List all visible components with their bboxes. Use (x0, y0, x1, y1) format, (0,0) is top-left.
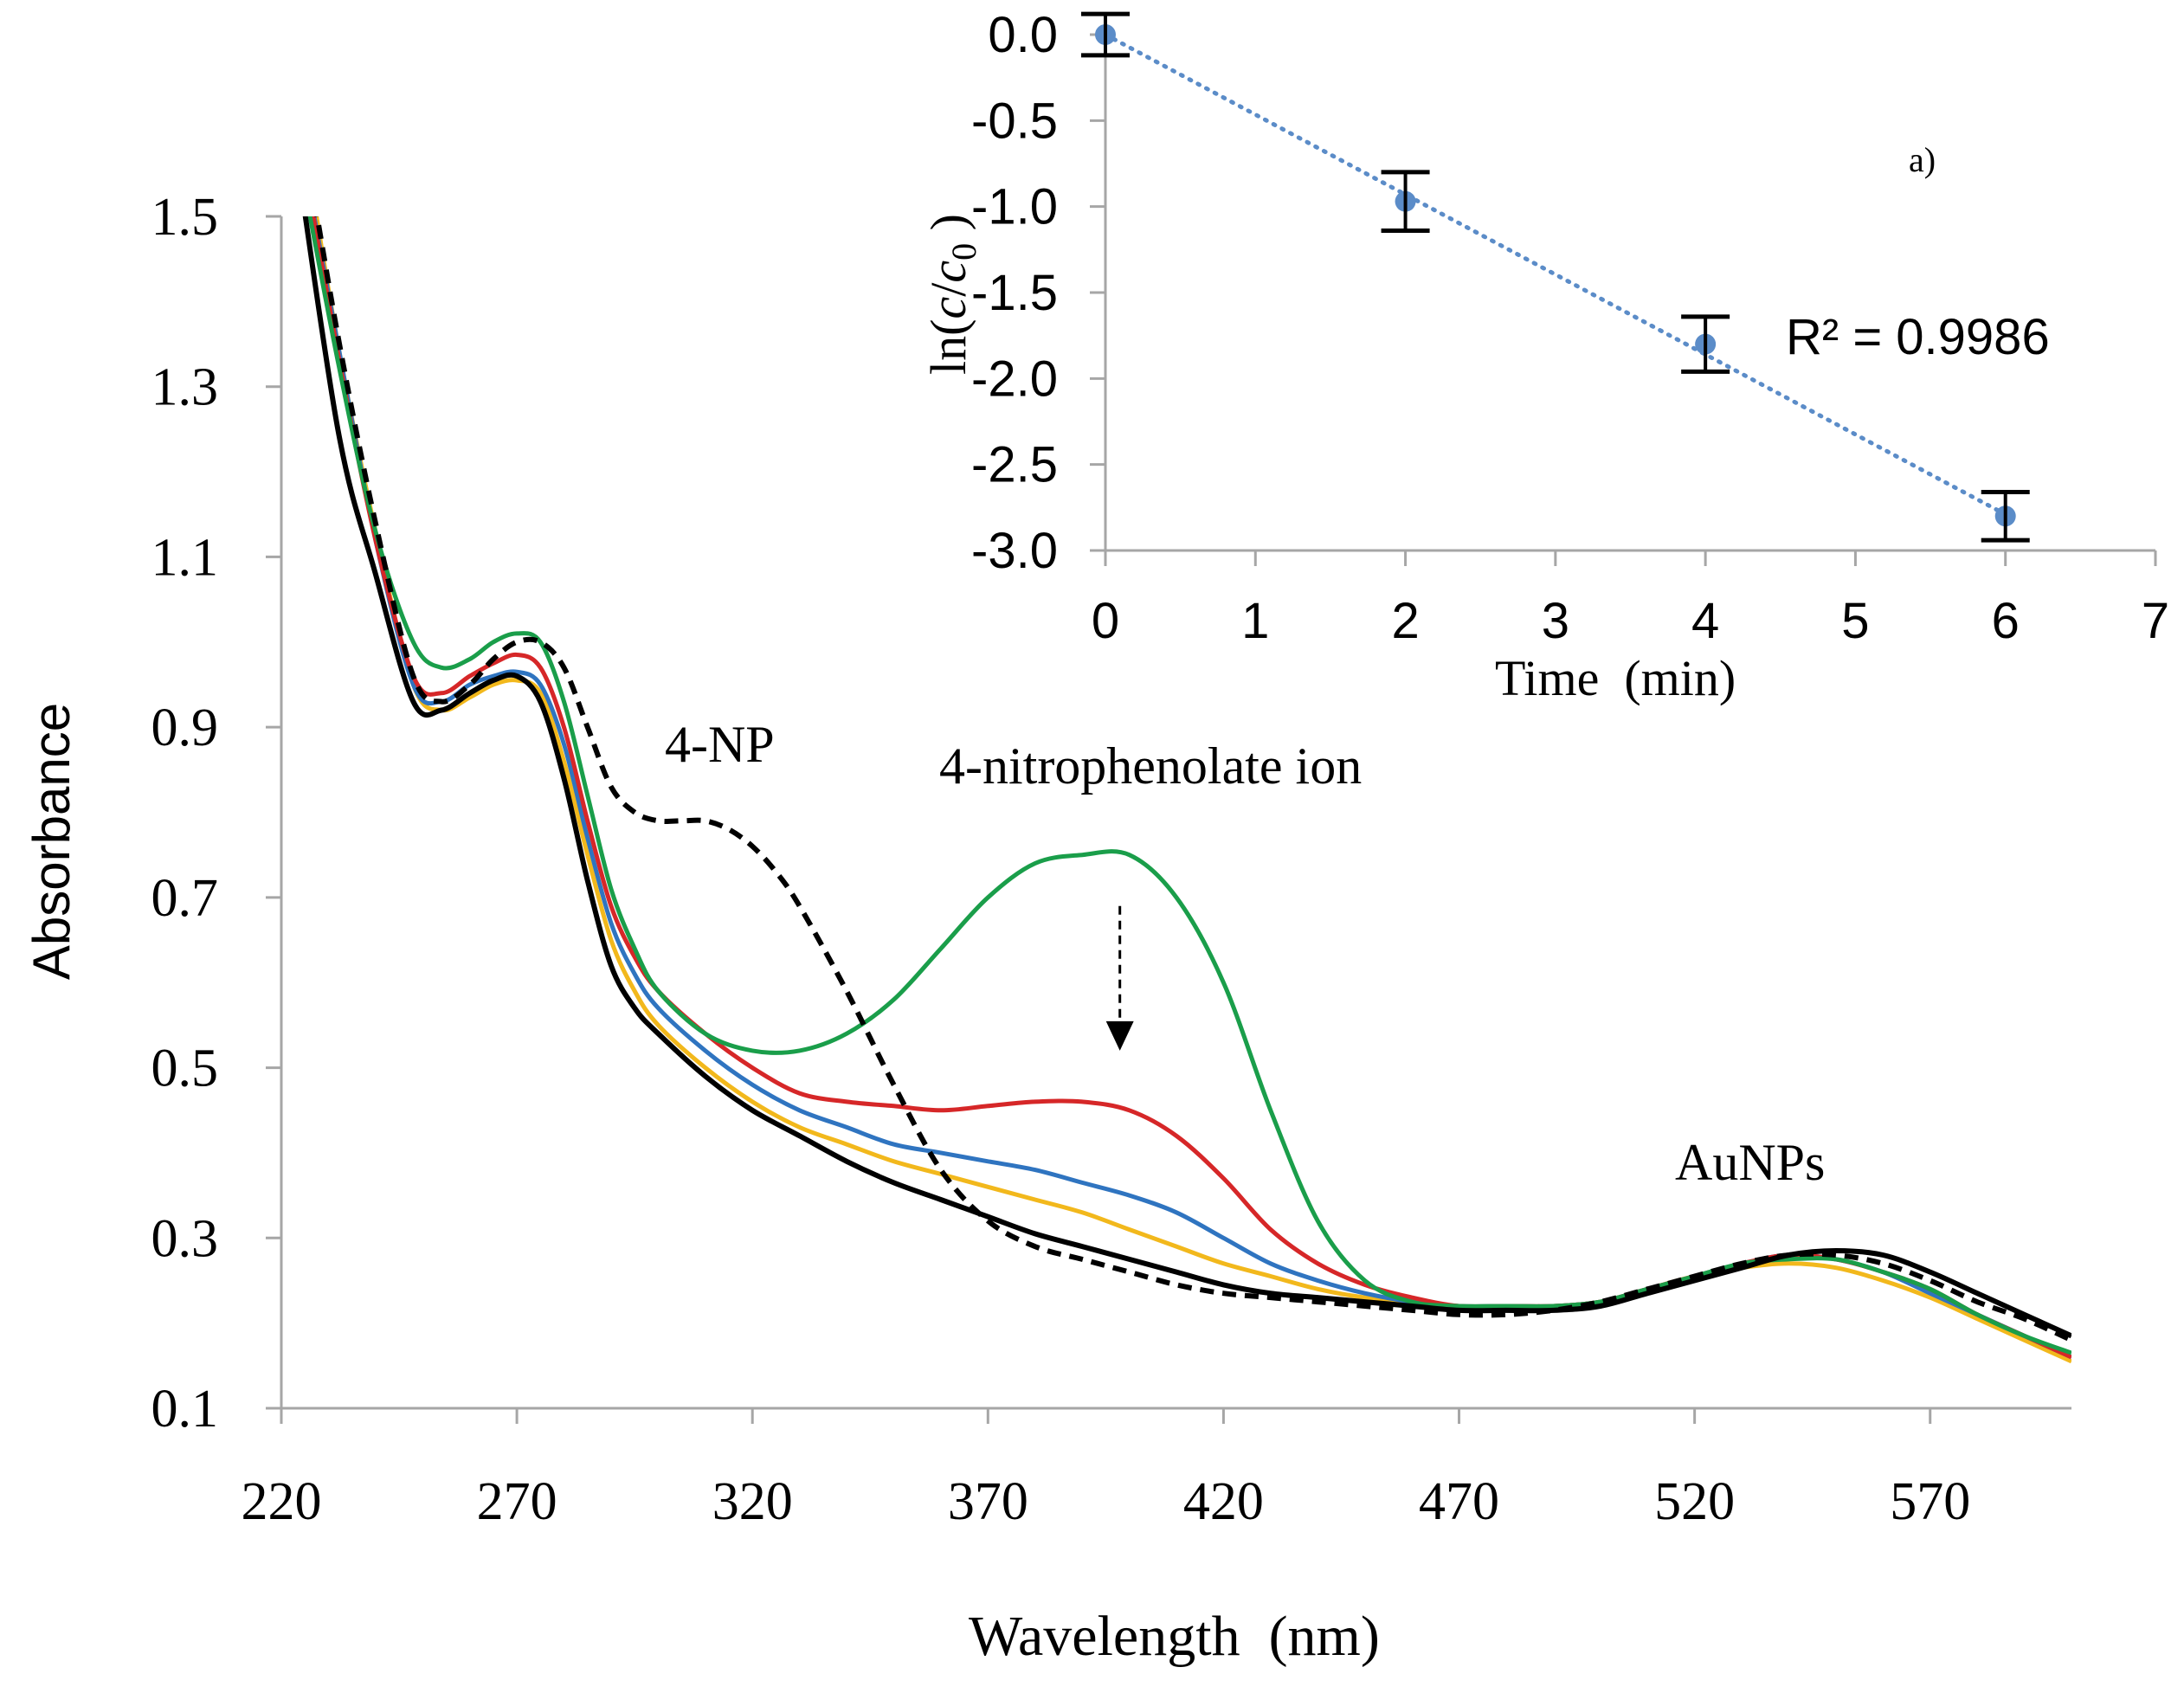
inset-r2-text: R² = 0.9986 (1786, 309, 2050, 365)
main-y-tick-label: 1.1 (151, 528, 219, 587)
inset-x-tick-label: 5 (1841, 593, 1869, 649)
inset-x-tick-label: 1 (1241, 593, 1269, 649)
inset-ylabel-slash: / (920, 282, 976, 297)
main-y-tick-label: 0.3 (151, 1209, 219, 1268)
inset-ylabel-close: ) (920, 214, 976, 243)
inset-data-point-group (1681, 314, 1730, 374)
main-x-tick-label: 520 (1654, 1472, 1735, 1531)
main-y-tick-label: 1.5 (151, 188, 219, 247)
main-y-tick-label: 0.7 (151, 869, 219, 928)
main-y-tick-label: 1.3 (151, 358, 219, 417)
main-x-tick-label: 370 (948, 1472, 1028, 1531)
main-y-ticks: 0.1 0.3 0.5 0.7 0.9 1.1 1.3 1.5 (151, 188, 281, 1439)
inset-x-tick-label: 0 (1092, 593, 1119, 649)
inset-y-tick-label: 0.0 (988, 7, 1058, 63)
series-line-aunps (302, 216, 2071, 1339)
inset-y-ticks: 0.0 -0.5 -1.0 -1.5 -2.0 -2.5 -3.0 (971, 7, 1105, 579)
inset-y-tick-label: -0.5 (971, 93, 1058, 149)
main-x-tick-label: 220 (242, 1472, 322, 1531)
inset-data-point-group (1381, 170, 1430, 233)
decrease-arrow (1105, 905, 1134, 1051)
inset-ylabel-ln: ln( (920, 319, 976, 375)
inset-x-tick-label: 7 (2142, 593, 2169, 649)
inset-y-tick-label: -2.0 (971, 351, 1058, 407)
inset-y-tick-label: -1.5 (971, 265, 1058, 321)
main-chart: 220 270 320 370 420 470 520 570 0.10.30.50.70.9… (23, 188, 2071, 1668)
inset-y-tick-label: -3.0 (971, 523, 1058, 579)
main-y-tick-label: 0.9 (151, 698, 219, 757)
inset-trendline (1103, 32, 2008, 517)
main-x-tick-label: 270 (477, 1472, 557, 1531)
main-x-tick-label: 420 (1183, 1472, 1264, 1531)
inset-points-group (1081, 11, 2030, 543)
inset-panel-label: a) (1909, 140, 1936, 179)
main-y-tick-label: 0.5 (151, 1040, 219, 1098)
inset-data-point-group (1981, 489, 2030, 543)
annotation-nitrophenolate: 4-nitrophenolate ion (939, 737, 1362, 795)
inset-x-tick-label: 2 (1391, 593, 1419, 649)
inset-y-axis-label: ln(c/c0 ) (920, 214, 983, 375)
inset-x-tick-label: 6 (1992, 593, 2020, 649)
main-x-axis-label: Wavelength (nm) (969, 1605, 1380, 1668)
main-series-group (302, 216, 2071, 1364)
main-x-tick-label: 570 (1890, 1472, 1970, 1531)
main-x-tick-label: 320 (712, 1472, 793, 1531)
inset-ylabel-sub0: 0 (944, 243, 983, 261)
main-y-axis-label: Absorbance (23, 703, 81, 980)
annotation-4np: 4-NP (665, 716, 775, 773)
main-x-tick-label: 470 (1419, 1472, 1499, 1531)
main-y-tick-label: 0.1 (151, 1380, 219, 1439)
arrow-head (1105, 1020, 1134, 1051)
series-line-4-np (314, 216, 2071, 1343)
inset-x-tick-label: 4 (1691, 593, 1719, 649)
inset-y-tick-label: -1.0 (971, 179, 1058, 235)
inset-ylabel-c: c (920, 297, 976, 319)
annotation-aunps: AuNPs (1675, 1134, 1825, 1191)
inset-x-axis-label: Time (min) (1495, 650, 1736, 706)
main-x-ticks: 220 270 320 370 420 470 520 570 (242, 1408, 1970, 1531)
inset-ylabel-c0: c (920, 261, 976, 283)
inset-x-ticks: 0 1 2 3 4 5 6 7 (1092, 550, 2169, 649)
inset-data-point-group (1081, 11, 1130, 58)
inset-y-tick-label: -2.5 (971, 437, 1058, 493)
inset-x-tick-label: 3 (1542, 593, 1569, 649)
